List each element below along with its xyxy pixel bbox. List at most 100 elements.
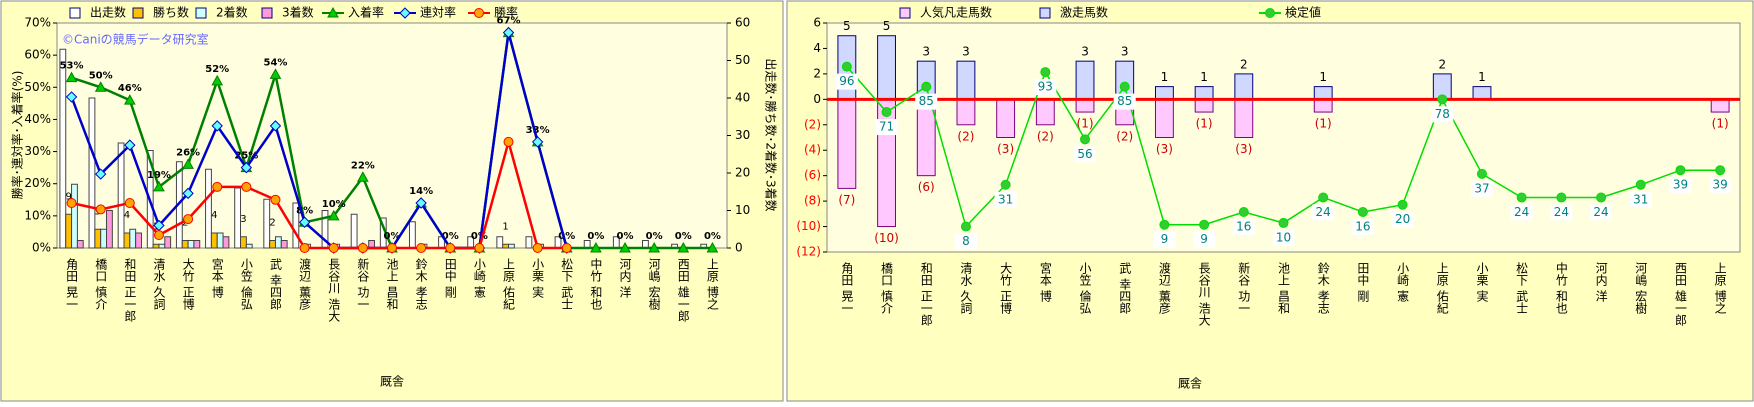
marker <box>1675 165 1686 176</box>
marker <box>182 187 194 200</box>
y-tick-label: 10% <box>24 208 51 222</box>
marker <box>619 241 631 253</box>
data-label: 8 <box>962 234 970 248</box>
y-tick-label: 0 <box>813 92 821 106</box>
bar <box>877 98 896 228</box>
legend-label: 連対率 <box>420 5 456 20</box>
data-label: 26% <box>176 147 200 158</box>
y-tick-label: 6 <box>813 16 821 30</box>
data-label: 20 <box>1395 212 1410 226</box>
marker <box>298 216 311 228</box>
marker <box>1318 192 1329 203</box>
label-box <box>1193 231 1216 248</box>
x-tick-label: 西田 雄一郎 <box>676 258 690 322</box>
legend-swatch <box>132 7 144 19</box>
bar <box>65 213 73 249</box>
marker <box>1000 179 1011 190</box>
data-label: 25% <box>234 151 258 162</box>
y-axis-label: 勝率･連対率･入着率(%) <box>10 71 25 200</box>
x-tick-label: 中竹 和也 <box>1554 261 1568 314</box>
data-label: (1) <box>1077 117 1094 131</box>
marker <box>531 136 544 148</box>
bar <box>408 221 416 249</box>
marker <box>1357 207 1368 218</box>
bar <box>837 98 857 189</box>
marker <box>94 81 107 92</box>
marker <box>1159 219 1170 230</box>
bar <box>152 243 160 249</box>
data-label: 0% <box>587 231 604 242</box>
marker <box>357 243 368 253</box>
x-tick-label: 大竹 正博 <box>999 262 1013 314</box>
bar <box>158 243 166 249</box>
bar <box>1234 73 1254 100</box>
bar <box>71 183 78 249</box>
label-box <box>1709 177 1732 194</box>
legend-label: 勝ち数 <box>153 5 189 20</box>
x-tick-label: 和田 正一郎 <box>123 258 137 322</box>
x-tick-label: 池上 昌和 <box>385 258 399 310</box>
data-label: 78 <box>1435 107 1450 121</box>
x-tick-label: 武 幸四郎 <box>1118 262 1132 314</box>
marker <box>881 107 892 118</box>
label-box <box>1074 146 1097 163</box>
label-box <box>954 233 977 250</box>
y-tick-label: (2) <box>804 117 821 131</box>
label-box <box>1034 79 1057 96</box>
marker <box>1397 199 1408 210</box>
bar <box>292 202 300 249</box>
marker <box>153 230 164 241</box>
x-tick-label: 渡辺 薫彦 <box>1157 261 1171 315</box>
bar <box>245 243 253 249</box>
marker <box>1596 192 1607 203</box>
legend-label: 人気凡走馬数 <box>920 5 992 20</box>
bar <box>164 236 172 249</box>
x-tick-label: 田中 剛 <box>443 258 457 298</box>
data-label: 71 <box>879 120 894 134</box>
data-label: 46% <box>118 83 142 94</box>
y-tick-label: 50% <box>24 80 51 94</box>
x-tick-label: 新谷 功一 <box>356 257 370 310</box>
x-tick-label: 鈴木 孝志 <box>1316 261 1330 314</box>
bar <box>1154 86 1174 100</box>
data-label: 0% <box>646 231 663 242</box>
line <box>70 32 568 250</box>
legend-swatch <box>261 7 273 19</box>
label-box <box>915 93 938 110</box>
x-axis-label: 厩舎 <box>1178 377 1202 391</box>
marker <box>299 243 310 253</box>
marker <box>1238 207 1249 218</box>
marker <box>1040 67 1051 78</box>
data-label: 9 <box>1161 232 1169 246</box>
x-tick-label: 池上 昌和 <box>1277 262 1291 314</box>
marker <box>648 241 661 253</box>
bar <box>877 35 896 100</box>
bar <box>525 236 533 249</box>
data-label: 85 <box>919 94 934 108</box>
legend-label: 激走馬数 <box>1060 5 1108 20</box>
data-label: 2 <box>269 218 275 229</box>
marker <box>123 94 136 105</box>
data-label: 8% <box>296 205 313 216</box>
x-tick-label: 長谷川 浩大 <box>1197 262 1211 326</box>
x-tick-label: 清水 久詞 <box>959 262 973 314</box>
data-label: 14% <box>409 186 433 197</box>
data-label: 2 <box>1240 57 1248 71</box>
legend-swatch <box>1039 7 1051 19</box>
marker <box>1437 94 1448 105</box>
marker <box>182 158 194 169</box>
bar <box>100 228 108 249</box>
x-tick-label: 小崎 憲 <box>1396 262 1410 302</box>
data-label: 24 <box>1316 205 1331 219</box>
bar <box>240 236 247 249</box>
label-box <box>1272 229 1295 246</box>
label-box <box>1351 219 1374 236</box>
x-tick-label: 武 幸四郎 <box>268 258 282 310</box>
data-label: 56 <box>1077 147 1092 161</box>
data-label: 1 <box>1478 70 1486 84</box>
bar <box>94 228 102 249</box>
bar <box>496 236 504 249</box>
data-label: 9 <box>65 191 71 202</box>
data-label: 9 <box>1200 232 1208 246</box>
x-tick-label: 渡辺 薫彦 <box>298 257 312 311</box>
